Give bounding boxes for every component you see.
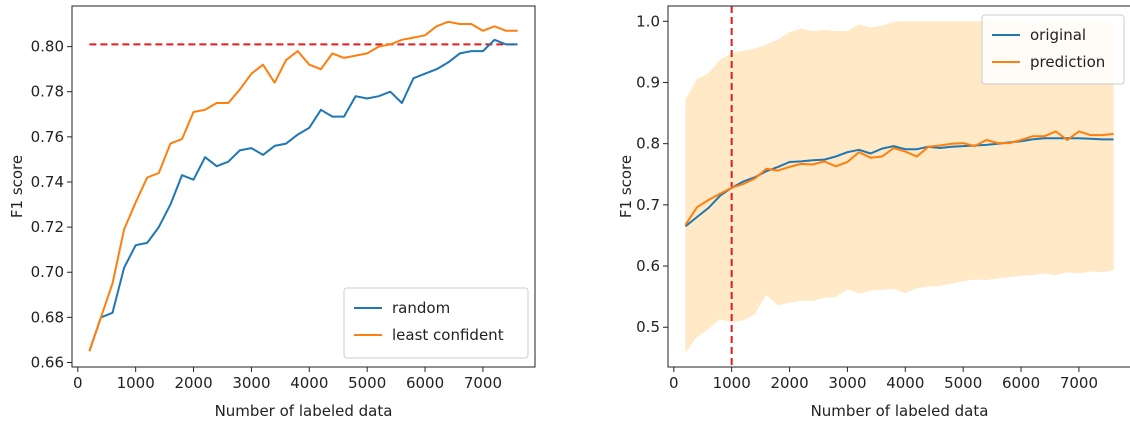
y-tick-label: 0.78: [31, 83, 64, 101]
x-tick-label: 0: [73, 374, 83, 392]
x-tick-label: 2000: [770, 374, 808, 392]
legend-label-1: least confident: [392, 326, 504, 344]
y-tick-label: 0.6: [636, 257, 660, 275]
legend-label-0: random: [392, 299, 450, 317]
x-axis-label: Number of labeled data: [811, 402, 989, 420]
x-tick-label: 5000: [944, 374, 982, 392]
x-tick-label: 5000: [348, 374, 386, 392]
x-tick-label: 4000: [290, 374, 328, 392]
y-tick-label: 0.74: [31, 173, 64, 191]
x-tick-label: 1000: [713, 374, 751, 392]
y-tick-label: 0.80: [31, 38, 64, 56]
legend-label-0: original: [1030, 26, 1086, 44]
plot-frame: [71, 5, 536, 368]
x-tick-label: 2000: [174, 374, 212, 392]
legend-box: [343, 287, 529, 359]
y-axis-label: F1 score: [8, 155, 26, 218]
x-tick-label: 6000: [406, 374, 444, 392]
series-line-1: [684, 130, 1114, 226]
x-tick-label: 1000: [117, 374, 155, 392]
chart-left: 0 1000 2000 3000 4000 5000 6000 7000 0.66 0.68 0.7…: [8, 5, 536, 420]
y-tick-label: 0.70: [31, 263, 64, 281]
y-tick-label: 0.72: [31, 218, 64, 236]
x-tick-label: 6000: [1002, 374, 1040, 392]
x-axis-label: Number of labeled data: [215, 402, 393, 420]
series-line-0: [88, 38, 518, 352]
y-tick-label: 0.7: [636, 196, 660, 214]
x-tick-label: 3000: [828, 374, 866, 392]
x-tick-label: 4000: [886, 374, 924, 392]
y-tick-label: 0.5: [636, 318, 660, 336]
x-tick-label: 0: [669, 374, 679, 392]
y-axis-label: F1 score: [617, 155, 635, 218]
y-tick-label: 0.66: [31, 353, 64, 371]
legend-box: [981, 14, 1125, 85]
y-tick-label: 0.76: [31, 128, 64, 146]
legend: original prediction: [981, 14, 1125, 85]
legend-label-1: prediction: [1030, 53, 1105, 71]
plot-frame: [667, 5, 1130, 368]
x-tick-label: 7000: [1060, 374, 1098, 392]
y-tick-label: 1.0: [636, 12, 660, 30]
series-line-1: [88, 20, 518, 352]
x-tick-label: 3000: [232, 374, 270, 392]
y-tick-label: 0.9: [636, 73, 660, 91]
confidence-band: [685, 21, 1114, 353]
x-tick-label: 7000: [464, 374, 502, 392]
legend: random least confident: [343, 287, 529, 359]
y-tick-label: 0.68: [31, 308, 64, 326]
chart-right: 0 1000 2000 3000 4000 5000 6000 7000 0.5 0.6 0.7 0.…: [617, 5, 1130, 420]
y-tick-label: 0.8: [636, 135, 660, 153]
